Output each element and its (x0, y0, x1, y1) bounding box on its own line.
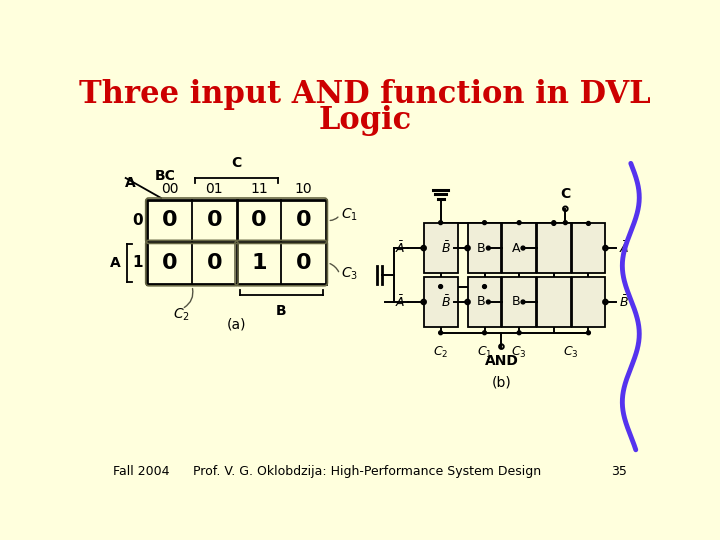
Bar (467, 278, 501, 327)
Circle shape (521, 300, 525, 304)
Circle shape (552, 221, 556, 225)
Text: $\bar{A}$: $\bar{A}$ (395, 240, 405, 256)
Text: $\bar{A}$: $\bar{A}$ (395, 294, 405, 310)
Text: 0: 0 (251, 211, 266, 231)
Text: Prof. V. G. Oklobdzija: High-Performance System Design: Prof. V. G. Oklobdzija: High-Performance… (194, 465, 541, 478)
Bar (572, 278, 606, 327)
Text: AND: AND (485, 354, 518, 368)
Circle shape (521, 246, 525, 250)
Text: B: B (276, 304, 287, 318)
Text: B: B (477, 295, 485, 308)
Bar (503, 224, 536, 273)
Circle shape (482, 285, 487, 288)
Text: $C_3$: $C_3$ (341, 266, 359, 282)
Circle shape (487, 246, 490, 250)
Bar (423, 224, 457, 273)
Bar (537, 278, 571, 327)
Text: (a): (a) (227, 318, 246, 332)
Bar (503, 278, 536, 327)
Circle shape (564, 221, 567, 225)
Text: B: B (477, 241, 485, 254)
Text: $C_1$: $C_1$ (341, 207, 359, 223)
Text: 1: 1 (132, 255, 143, 270)
Text: C: C (231, 156, 242, 170)
Text: Logic: Logic (318, 105, 412, 136)
Text: $C_2$: $C_2$ (433, 345, 449, 360)
Text: $C_3$: $C_3$ (511, 345, 527, 360)
Text: $\bar{B}$: $\bar{B}$ (619, 294, 629, 310)
Circle shape (517, 221, 521, 225)
Text: Fall 2004: Fall 2004 (113, 465, 170, 478)
Circle shape (482, 331, 487, 335)
Text: 0: 0 (162, 211, 177, 231)
Text: 35: 35 (611, 465, 627, 478)
Text: 0: 0 (162, 253, 177, 273)
Text: BC: BC (155, 170, 176, 184)
Circle shape (587, 221, 590, 225)
Text: 00: 00 (161, 182, 179, 196)
Text: B: B (511, 295, 520, 308)
Text: C: C (560, 187, 570, 201)
Circle shape (517, 331, 521, 335)
Circle shape (438, 285, 443, 288)
Text: $\bar{A}$: $\bar{A}$ (619, 240, 629, 256)
Text: 11: 11 (250, 182, 268, 196)
Bar (537, 224, 571, 273)
Text: 10: 10 (294, 182, 312, 196)
Text: 0: 0 (132, 213, 143, 228)
Circle shape (438, 331, 443, 335)
Bar (572, 224, 606, 273)
Text: $C_1$: $C_1$ (477, 345, 492, 360)
Text: 01: 01 (205, 182, 223, 196)
Circle shape (438, 221, 443, 225)
Text: A: A (110, 256, 121, 269)
Text: Three input AND function in DVL: Three input AND function in DVL (79, 78, 651, 110)
Text: 1: 1 (251, 253, 266, 273)
Text: 0: 0 (207, 253, 222, 273)
Bar (148, 200, 326, 284)
Text: 0: 0 (296, 211, 311, 231)
Text: A: A (511, 241, 520, 254)
Text: A: A (125, 176, 135, 190)
Text: $\bar{B}$: $\bar{B}$ (441, 294, 451, 310)
Circle shape (482, 221, 487, 225)
Text: (b): (b) (492, 376, 511, 390)
Bar (423, 278, 457, 327)
Text: $C_3$: $C_3$ (563, 345, 579, 360)
Text: 0: 0 (296, 253, 311, 273)
Text: $\bar{B}$: $\bar{B}$ (441, 240, 451, 256)
Circle shape (587, 331, 590, 335)
Circle shape (487, 300, 490, 304)
Circle shape (552, 221, 556, 225)
Text: $C_2$: $C_2$ (174, 307, 190, 323)
Bar (467, 224, 501, 273)
Text: 0: 0 (207, 211, 222, 231)
